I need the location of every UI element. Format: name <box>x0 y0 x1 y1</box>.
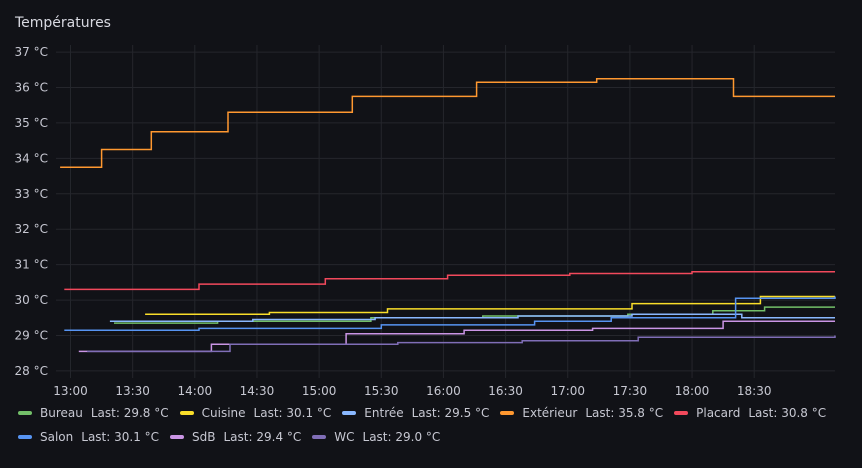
x-tick-label: 18:30 <box>737 384 772 398</box>
legend-row: Salon Last: 30.1 °C SdB Last: 29.4 °C WC Last… <box>18 425 848 449</box>
series-line-cuisine <box>145 295 835 315</box>
legend-item-sdb[interactable]: SdB Last: 29.4 °C <box>170 430 301 444</box>
legend-swatch <box>342 411 357 415</box>
y-tick-label: 29 °C <box>15 328 48 342</box>
series-line-sdb <box>78 320 835 353</box>
x-tick-label: 13:00 <box>53 384 88 398</box>
x-tick-label: 18:00 <box>675 384 710 398</box>
x-tick-label: 13:30 <box>115 384 150 398</box>
legend-last-value: Last: 30.8 °C <box>748 406 827 420</box>
legend-last-value: Last: 30.1 °C <box>81 430 160 444</box>
y-tick-label: 32 °C <box>15 222 48 236</box>
legend-last-value: Last: 30.1 °C <box>253 406 332 420</box>
series-line-placard <box>64 270 835 291</box>
y-tick-label: 30 °C <box>15 293 48 307</box>
legend-item-placard[interactable]: Placard Last: 30.8 °C <box>674 406 826 420</box>
x-tick-label: 17:30 <box>613 384 648 398</box>
temperature-chart: 28 °C 29 °C 30 °C 31 °C 32 °C 33 °C 34 °C 35 °C… <box>15 45 836 398</box>
x-tick-label: 16:00 <box>426 384 461 398</box>
y-tick-label: 31 °C <box>15 258 48 272</box>
legend-item-bureau[interactable]: Bureau Last: 29.8 °C <box>18 406 169 420</box>
y-tick-label: 28 °C <box>15 364 48 378</box>
legend-series-name: SdB <box>192 430 216 444</box>
series-line-exterieur <box>60 77 835 168</box>
legend-series-name: Cuisine <box>201 406 246 420</box>
legend-last-value: Last: 35.8 °C <box>585 406 664 420</box>
panel-title: Températures <box>15 15 111 31</box>
x-tick-label: 15:30 <box>364 384 399 398</box>
legend-swatch <box>312 435 327 439</box>
legend-last-value: Last: 29.4 °C <box>223 430 302 444</box>
y-tick-label: 35 °C <box>15 116 48 130</box>
legend-last-value: Last: 29.5 °C <box>411 406 490 420</box>
legend-item-entree[interactable]: Entrée Last: 29.5 °C <box>342 406 489 420</box>
legend-series-name: Bureau <box>40 406 83 420</box>
series-line-wc <box>87 335 836 353</box>
x-tick-label: 15:00 <box>302 384 337 398</box>
x-tick-label: 14:30 <box>240 384 275 398</box>
legend-series-name: Placard <box>696 406 741 420</box>
series-line-salon <box>64 296 836 331</box>
legend-item-salon[interactable]: Salon Last: 30.1 °C <box>18 430 159 444</box>
legend-swatch <box>179 411 194 415</box>
y-tick-label: 33 °C <box>15 187 48 201</box>
legend-last-value: Last: 29.8 °C <box>90 406 169 420</box>
chart-legend: Bureau Last: 29.8 °C Cuisine Last: 30.1 °C E… <box>18 401 848 449</box>
x-tick-label: 17:00 <box>550 384 585 398</box>
legend-swatch <box>18 435 32 439</box>
legend-item-wc[interactable]: WC Last: 29.0 °C <box>312 430 440 444</box>
legend-item-exterieur[interactable]: Extérieur Last: 35.8 °C <box>500 406 663 420</box>
legend-series-name: WC <box>334 430 355 444</box>
legend-item-cuisine[interactable]: Cuisine Last: 30.1 °C <box>179 406 332 420</box>
legend-series-name: Salon <box>40 430 74 444</box>
legend-swatch <box>674 411 689 415</box>
legend-swatch <box>170 435 185 439</box>
legend-row: Bureau Last: 29.8 °C Cuisine Last: 30.1 °C E… <box>18 401 848 425</box>
y-tick-label: 36 °C <box>15 81 48 95</box>
legend-last-value: Last: 29.0 °C <box>362 430 441 444</box>
x-tick-label: 14:00 <box>178 384 213 398</box>
series-line-entree <box>109 313 835 323</box>
x-tick-label: 16:30 <box>488 384 523 398</box>
legend-series-name: Extérieur <box>522 406 578 420</box>
y-tick-label: 37 °C <box>15 45 48 59</box>
y-tick-label: 34 °C <box>15 151 48 165</box>
legend-swatch <box>500 411 515 415</box>
legend-series-name: Entrée <box>364 406 404 420</box>
legend-swatch <box>18 411 32 415</box>
